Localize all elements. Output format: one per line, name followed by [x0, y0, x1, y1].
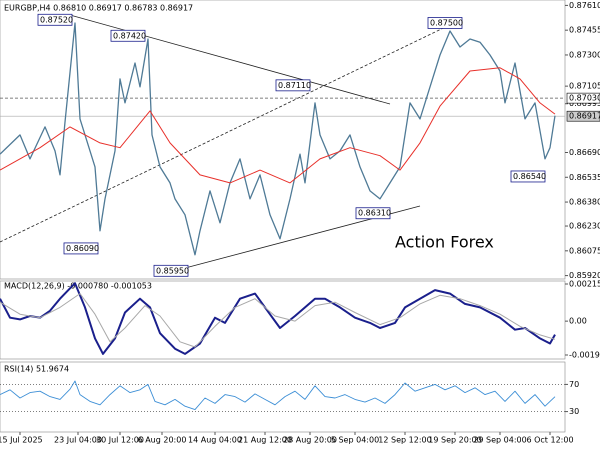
y-tick-label: 0.86075 — [569, 246, 600, 255]
y-tick-label: 70 — [569, 380, 579, 389]
series-line — [0, 293, 556, 348]
y-tick-label: 0.86380 — [569, 198, 600, 207]
level-label: 0.86917 — [569, 112, 600, 121]
x-tick-label: 6 Oct 12:00 — [526, 436, 573, 445]
series-line — [0, 22, 556, 256]
trendline — [0, 19, 461, 243]
annotation-label: 0.86310 — [358, 209, 391, 218]
x-tick-label: 21 Aug 12:00 — [238, 436, 292, 445]
x-tick-label: 15 Jul 2025 — [0, 436, 43, 445]
x-tick-label: 14 Aug 04:00 — [188, 436, 242, 445]
trendline — [69, 14, 391, 105]
annotation-label: 0.87110 — [278, 81, 311, 90]
annotation-label: 0.87500 — [430, 18, 463, 27]
x-tick-label: 30 Jul 12:00 — [96, 436, 144, 445]
y-tick-label: 30 — [569, 407, 579, 416]
y-tick-label: 0.87610 — [569, 1, 600, 10]
y-tick-label: 0.85920 — [569, 271, 600, 280]
series-line — [0, 380, 556, 411]
series-line — [0, 67, 556, 184]
annotation-box — [110, 29, 146, 42]
annotation-box — [63, 242, 99, 255]
x-tick-label: 23 Jul 04:00 — [54, 436, 102, 445]
y-tick-label: 0.86535 — [569, 173, 600, 182]
level-box — [566, 110, 600, 122]
y-tick-label: 0.86690 — [569, 148, 600, 157]
annotation-box — [37, 13, 73, 26]
x-tick-label: 6 Aug 20:00 — [138, 436, 187, 445]
annotation-label: 0.86540 — [513, 172, 546, 181]
x-tick-label: 19 Sep 20:00 — [428, 436, 481, 445]
x-tick-label: 12 Sep 12:00 — [378, 436, 431, 445]
y-tick-label: 0.86230 — [569, 222, 600, 231]
annotation-label: 0.85950 — [156, 266, 189, 275]
x-tick-label: 5 Sep 04:00 — [331, 436, 379, 445]
y-tick-label: 0.86995 — [569, 99, 600, 108]
annotation-label: 0.87420 — [113, 31, 146, 40]
annotation-label: 0.87520 — [40, 15, 73, 24]
annotation-box — [355, 207, 391, 220]
annotation-box — [275, 79, 311, 92]
x-tick-label: 28 Aug 20:00 — [283, 436, 337, 445]
y-tick-label: 0.87300 — [569, 50, 600, 59]
macd-panel — [0, 280, 566, 360]
annotation-box — [153, 264, 189, 277]
y-tick-label: -0.001965 — [569, 350, 600, 359]
y-tick-label: 0.87455 — [569, 26, 600, 35]
level-label: 0.87030 — [569, 94, 600, 103]
panel-title: MACD(12,26,9) -0.000780 -0.001053 — [4, 282, 152, 291]
watermark: Action Forex — [395, 233, 494, 252]
level-box — [566, 92, 600, 104]
annotation-label: 0.86090 — [66, 244, 99, 253]
annotation-box — [510, 170, 546, 183]
y-tick-label: 0.002155 — [569, 280, 600, 289]
annotation-box — [427, 17, 463, 29]
y-tick-label: 0.00 — [569, 317, 587, 326]
rsi-panel — [0, 361, 566, 433]
x-tick-label: 29 Sep 04:00 — [473, 436, 526, 445]
y-tick-label: 0.87105 — [569, 82, 600, 91]
panel-title: EURGBP,H4 0.86810 0.86917 0.86783 0.8691… — [4, 4, 193, 13]
panel-title: RSI(14) 51.9674 — [4, 365, 69, 374]
